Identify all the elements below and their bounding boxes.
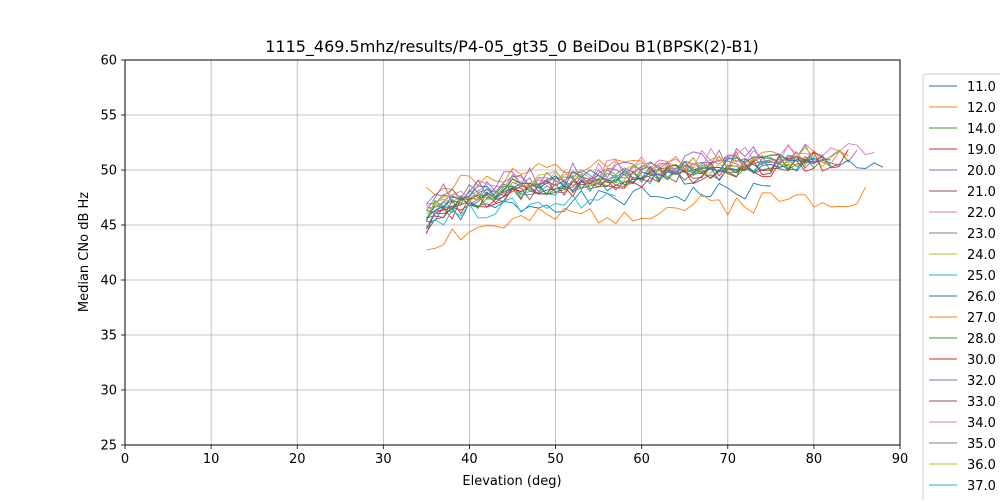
legend-label: 23.0 <box>967 227 996 242</box>
y-tick-label: 50 <box>100 164 117 179</box>
legend-frame <box>922 73 1000 504</box>
y-tick-label: 25 <box>100 439 117 454</box>
x-tick-label: 90 <box>892 452 909 467</box>
series-line-11.0 <box>426 182 771 223</box>
series-line-37.0 <box>426 193 616 227</box>
x-tick-label: 60 <box>633 452 650 467</box>
y-tick-label: 45 <box>100 219 117 234</box>
legend-label: 20.0 <box>967 164 996 179</box>
legend-label: 34.0 <box>967 416 996 431</box>
x-tick-label: 70 <box>720 452 737 467</box>
legend-label: 27.0 <box>967 311 996 326</box>
legend-label: 32.0 <box>967 374 996 389</box>
legend-label: 19.0 <box>967 143 996 158</box>
x-tick-label: 0 <box>121 452 129 467</box>
legend-label: 14.0 <box>967 122 996 137</box>
x-tick-label: 30 <box>375 452 392 467</box>
legend-label: 26.0 <box>967 290 996 305</box>
series-line-36.0 <box>426 146 815 215</box>
tick-layer: 0 10 20 30 40 50 60 70 80 90 25 30 35 40 45 50 55 60 <box>100 54 908 468</box>
legend-label: 30.0 <box>967 353 996 368</box>
legend-label: 36.0 <box>967 458 996 473</box>
y-tick-label: 30 <box>100 384 117 399</box>
x-axis-label: Elevation (deg) <box>462 474 561 489</box>
legend-label: 33.0 <box>967 395 996 410</box>
legend-label: 37.0 <box>967 479 996 494</box>
legend-label: 24.0 <box>967 248 996 263</box>
legend-label: 11.0 <box>967 80 996 95</box>
x-tick-label: 20 <box>289 452 306 467</box>
y-tick-label: 35 <box>100 329 117 344</box>
y-axis-label: Median CNo dB Hz <box>77 192 92 312</box>
series-line-27.0 <box>426 149 849 196</box>
series-line-41.0 <box>426 153 815 219</box>
series-line-34.0 <box>426 145 815 215</box>
legend-label: 28.0 <box>967 332 996 347</box>
series-line-12.0 <box>426 186 867 251</box>
plot-frame <box>124 59 901 446</box>
x-tick-label: 40 <box>461 452 478 467</box>
legend-label: 22.0 <box>967 206 996 221</box>
series-layer <box>425 143 884 251</box>
x-tick-label: 80 <box>806 452 823 467</box>
series-line-30.0 <box>426 149 849 230</box>
legend: 11.0 12.0 14.0 19.0 20.0 21.0 22.0 23.0 24.0 25.0… <box>922 73 1000 504</box>
legend-label: 35.0 <box>967 437 996 452</box>
chart-title: 1115_469.5mhz/results/P4-05_gt35_0 BeiDo… <box>265 37 759 57</box>
x-tick-label: 10 <box>203 452 220 467</box>
legend-label: 21.0 <box>967 185 996 200</box>
legend-label: 25.0 <box>967 269 996 284</box>
legend-label: 12.0 <box>967 101 996 116</box>
y-tick-label: 55 <box>100 109 117 124</box>
y-tick-label: 40 <box>100 274 117 289</box>
series-line-35.0 <box>426 151 798 205</box>
x-tick-label: 50 <box>547 452 564 467</box>
y-tick-label: 60 <box>100 54 117 69</box>
